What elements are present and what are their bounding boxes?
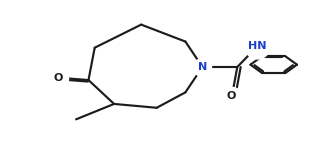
Text: N: N [198, 62, 207, 72]
Text: O: O [227, 91, 236, 101]
Text: HN: HN [248, 41, 267, 51]
Text: O: O [53, 73, 63, 83]
